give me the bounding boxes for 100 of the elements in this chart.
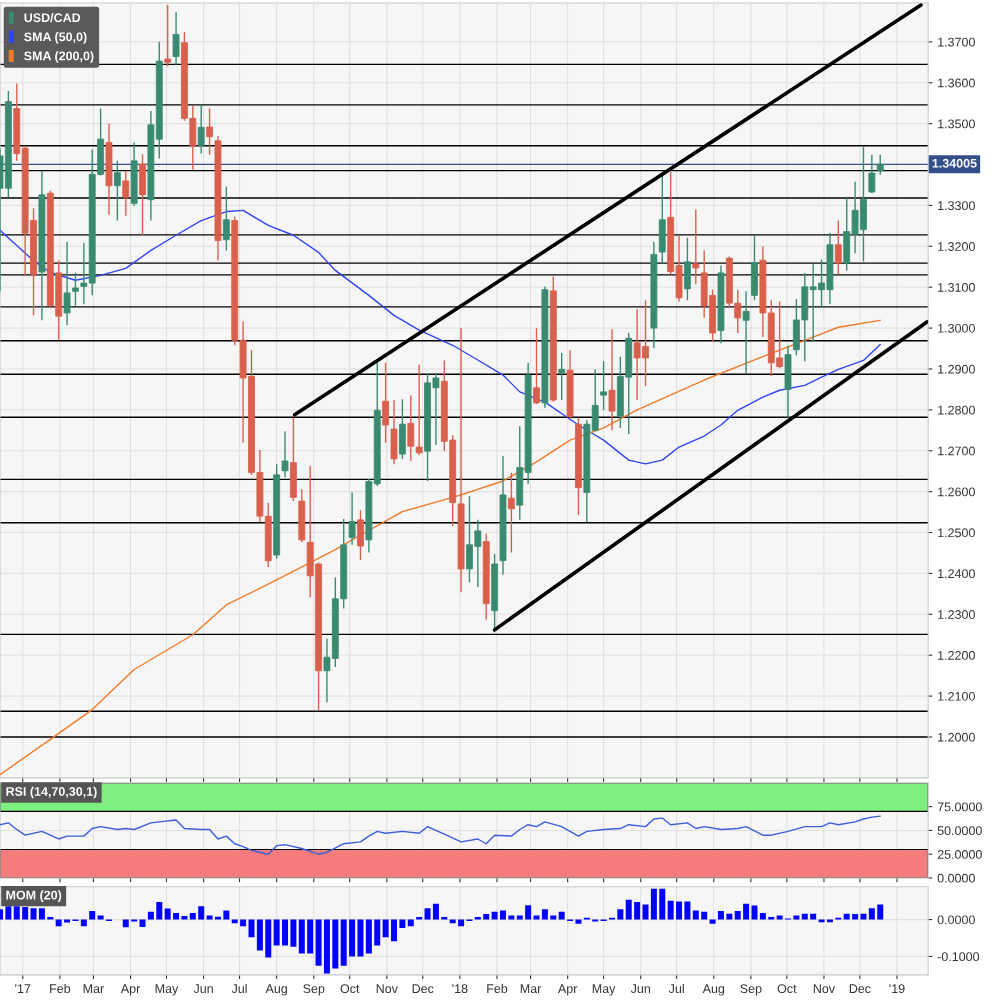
y-tick-label: 75.0000 (937, 802, 982, 812)
bar (332, 919, 339, 969)
y-tick-label: 1.3200 (938, 242, 975, 251)
candlestick (172, 11, 180, 66)
bar (357, 919, 364, 957)
bar (307, 919, 314, 954)
bar (265, 919, 272, 958)
bar (298, 919, 305, 954)
x-tick-label: Apr (120, 984, 141, 996)
x-tick-label: Sep (740, 984, 762, 996)
bar (483, 914, 490, 920)
legend-label: SMA (200,0) (24, 51, 94, 63)
bar (340, 919, 347, 966)
bar (768, 917, 775, 920)
y-tick-label: 1.2200 (938, 651, 975, 660)
y-tick-label: 25.0000 (937, 850, 982, 859)
candlestick (407, 394, 415, 462)
bar (776, 915, 783, 920)
y-tick-label: 50.0000 (937, 826, 982, 836)
bar (860, 913, 867, 920)
y-tick-label: 0.0000 (937, 873, 975, 883)
bar (759, 912, 766, 920)
bar (349, 919, 356, 957)
bar (47, 917, 54, 920)
bar (374, 919, 381, 946)
candlestick (80, 242, 88, 306)
bar (533, 915, 540, 920)
bar (407, 919, 414, 927)
bar (659, 888, 666, 920)
bar (516, 915, 523, 920)
y-tick-label: 1.3000 (938, 323, 975, 333)
x-tick-label: '18 (452, 984, 468, 994)
bar (89, 911, 96, 920)
line-series (0, 319, 881, 776)
bar (491, 911, 498, 920)
x-tick-label: Aug (265, 984, 287, 996)
bar (709, 919, 716, 924)
bar (173, 912, 180, 920)
candlestick (206, 107, 213, 156)
x-tick-label: Feb (50, 983, 71, 994)
candlestick (72, 272, 79, 307)
bar (868, 908, 875, 920)
x-tick-label: Feb (487, 983, 508, 994)
bar (5, 906, 12, 920)
bar (692, 910, 699, 920)
bar (717, 911, 724, 920)
bar (382, 919, 389, 938)
bar (500, 910, 506, 920)
candlestick (608, 328, 616, 432)
x-tick-label: Nov (376, 984, 398, 994)
y-tick-label: 1.2400 (938, 569, 975, 579)
candlestick (692, 208, 700, 286)
x-tick-label: Apr (557, 984, 578, 996)
bar (147, 911, 154, 920)
bar (801, 913, 808, 920)
x-tick-label: Mar (520, 984, 542, 994)
candlestick (113, 160, 121, 222)
x-tick-label: Dec (849, 984, 871, 994)
x-tick-label: Dec (412, 984, 434, 994)
y-tick-label: 1.2500 (938, 528, 975, 538)
bar (256, 919, 263, 951)
x-tick-label: Oct (777, 984, 797, 994)
candlestick (415, 363, 423, 456)
bar (432, 903, 439, 920)
y-tick-label: 1.3100 (938, 283, 975, 292)
bar (684, 901, 691, 920)
y-tick-label: 1.2100 (938, 691, 975, 701)
bar (282, 919, 289, 946)
bar (399, 919, 406, 929)
bar (726, 913, 733, 920)
bar (634, 901, 641, 920)
ref-line-label: 1.34005 (932, 158, 977, 168)
bar (650, 888, 657, 920)
bar (550, 915, 557, 920)
x-tick-label: Oct (340, 984, 360, 994)
candlestick (868, 154, 876, 194)
candlestick (533, 327, 540, 405)
bar (575, 919, 582, 924)
bar (416, 917, 423, 920)
y-tick-label: 1.3500 (938, 119, 975, 129)
y-tick-label: 1.2800 (938, 405, 975, 415)
bar (181, 915, 188, 920)
candlestick (164, 4, 172, 68)
y-tick-label: -0.1000 (937, 952, 980, 962)
bar (424, 908, 431, 920)
bar (751, 905, 758, 920)
bar (198, 906, 205, 920)
bar (223, 910, 230, 920)
candlestick (222, 185, 230, 252)
y-tick-label: 1.2700 (938, 446, 975, 456)
bar (877, 904, 884, 920)
bar (80, 919, 87, 927)
bar (30, 908, 37, 920)
candlestick (876, 154, 884, 176)
bar (164, 908, 171, 920)
candlestick (558, 352, 566, 401)
y-tick-label: 1.3700 (938, 37, 975, 47)
bar (508, 915, 515, 920)
bar (793, 915, 800, 920)
candlestick (507, 472, 515, 554)
